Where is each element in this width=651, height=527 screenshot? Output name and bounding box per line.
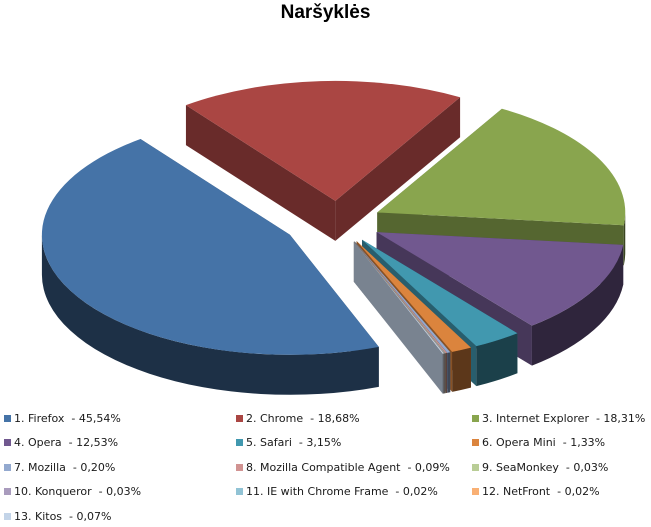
slice-top-3: [377, 108, 626, 226]
legend-item-1: 1. Firefox - 45,54%: [4, 408, 121, 428]
legend-label: 13. Kitos - 0,07%: [14, 509, 112, 523]
legend-item-4: 4. Opera - 12,53%: [4, 433, 118, 453]
slice-wall-2: [185, 105, 336, 241]
legend-label: 8. Mozilla Compatible Agent - 0,09%: [246, 460, 450, 474]
legend-swatch: [472, 488, 479, 495]
legend-item-3: 3. Internet Explorer - 18,31%: [472, 408, 645, 428]
slice-side-1: [41, 234, 379, 395]
slice-side-4: [531, 244, 624, 366]
slice-side-5: [476, 333, 518, 387]
legend-item-11: 11. IE with Chrome Frame - 0,02%: [236, 482, 438, 502]
legend-item-5: 5. Safari - 3,15%: [236, 433, 341, 453]
legend-swatch: [236, 439, 243, 446]
slice-top-5: [362, 239, 518, 347]
legend-swatch: [236, 414, 243, 422]
slice-13: [353, 241, 444, 394]
legend-swatch: [472, 463, 479, 471]
legend-label: 2. Chrome - 18,68%: [246, 411, 360, 425]
legend-label: 5. Safari - 3,15%: [246, 436, 342, 449]
slice-wall-2: [335, 97, 461, 241]
legend-label: 3. Internet Explorer - 18,31%: [482, 411, 646, 425]
slice-wall-13: [353, 241, 443, 394]
slice-top-9: [354, 241, 446, 354]
slice-top-2: [185, 80, 461, 201]
legend: 1. Firefox - 45,54% 2. Chrome - 18,68% 3. …: [4, 408, 649, 526]
legend-swatch: [4, 463, 11, 471]
legend-item-12: 12. NetFront - 0,02%: [472, 482, 600, 502]
chart-title: Naršyklės: [280, 2, 371, 23]
legend-item-7: 7. Mozilla - 0,20%: [4, 457, 115, 477]
slice-top-7: [354, 241, 451, 353]
slice-side-3: [623, 212, 626, 266]
legend-swatch: [4, 488, 11, 495]
legend-label: 1. Firefox - 45,54%: [14, 411, 121, 425]
slice-top-11: [354, 241, 445, 354]
legend-item-9: 9. SeaMonkey - 0,03%: [472, 457, 608, 477]
legend-label: 6. Opera Mini - 1,33%: [482, 436, 606, 449]
legend-item-10: 10. Konqueror - 0,03%: [4, 482, 141, 502]
legend-swatch: [4, 439, 11, 446]
slice-2: [185, 80, 461, 241]
legend-item-13: 13. Kitos - 0,07%: [4, 506, 111, 526]
legend-item-6: 6. Opera Mini - 1,33%: [472, 433, 605, 453]
slice-side-7: [447, 352, 451, 393]
legend-item-8: 8. Mozilla Compatible Agent - 0,09%: [236, 457, 450, 477]
legend-label: 11. IE with Chrome Frame - 0,02%: [246, 485, 438, 498]
legend-label: 4. Opera - 12,53%: [14, 436, 119, 449]
slice-top-4: [376, 232, 624, 326]
slice-side-8: [445, 352, 447, 394]
legend-label: 9. SeaMonkey - 0,03%: [482, 460, 609, 474]
pie-chart: [41, 80, 626, 395]
slice-top-6: [356, 241, 471, 352]
slice-top-8: [354, 241, 447, 354]
legend-swatch: [236, 488, 243, 495]
slice-3: [377, 108, 626, 266]
legend-label: 12. NetFront - 0,02%: [482, 485, 600, 498]
legend-label: 7. Mozilla - 0,20%: [14, 460, 116, 474]
slice-top-13: [353, 241, 444, 354]
slice-top-10: [354, 241, 445, 354]
slice-1: [41, 139, 379, 395]
slice-side-13: [442, 353, 444, 394]
slice-top-12: [353, 241, 445, 354]
legend-swatch: [4, 414, 11, 422]
legend-swatch: [236, 463, 243, 471]
legend-swatch: [472, 414, 479, 422]
legend-swatch: [472, 439, 479, 446]
legend-label: 10. Konqueror - 0,03%: [14, 485, 142, 498]
slice-top-1: [41, 139, 379, 355]
legend-swatch: [4, 512, 11, 520]
legend-item-2: 2. Chrome - 18,68%: [236, 408, 360, 428]
slice-side-6: [452, 347, 471, 392]
